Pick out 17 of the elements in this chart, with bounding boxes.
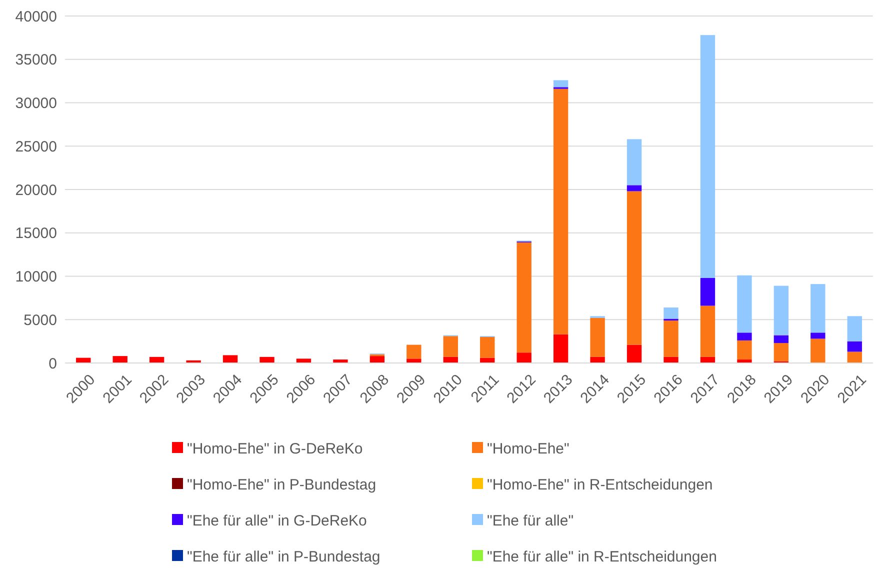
y-tick-label: 25000	[15, 138, 57, 156]
legend-label: "Ehe für alle" in G-DeReKo	[187, 512, 367, 530]
legend-label: "Ehe für alle" in R-Entscheidungen	[487, 548, 717, 566]
y-tick-label: 5000	[24, 312, 57, 329]
y-tick-label: 10000	[15, 268, 57, 286]
legend-label: "Homo-Ehe" in R-Entscheidungen	[487, 476, 713, 494]
y-tick-label: 40000	[15, 8, 57, 26]
y-tick-label: 30000	[15, 95, 57, 112]
legend-label: "Ehe für alle" in P-Bundestag	[187, 548, 380, 566]
legend-label: "Ehe für alle"	[487, 512, 574, 530]
legend-label: "Homo-Ehe" in P-Bundestag	[187, 476, 376, 494]
y-tick-label: 35000	[15, 52, 57, 69]
y-tick-label: 0	[48, 355, 57, 372]
y-tick-label: 15000	[15, 225, 57, 242]
legend-label: "Homo-Ehe" in G-DeReKo	[187, 440, 363, 458]
legend-label: "Homo-Ehe"	[487, 440, 570, 458]
y-tick-label: 20000	[15, 182, 57, 199]
